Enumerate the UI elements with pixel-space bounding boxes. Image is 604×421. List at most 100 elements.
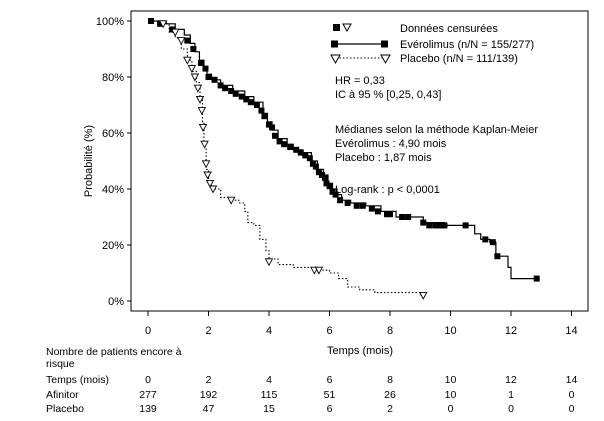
censor-mark-ev-rolimus <box>435 222 442 229</box>
censor-mark-placebo <box>198 123 208 132</box>
x-tick-label: 10 <box>444 325 456 337</box>
y-tick-label: 40% <box>102 184 124 196</box>
censor-mark-ev-rolimus <box>359 202 366 209</box>
legend-everolimus-marker-left <box>331 40 338 48</box>
y-tick-label: 0% <box>108 296 124 308</box>
censor-mark-ev-rolimus <box>383 211 390 218</box>
risk-value: 0 <box>447 403 454 415</box>
censor-mark-ev-rolimus <box>253 102 260 108</box>
annotations: HR = 0,33 IC à 95 % [0,25, 0,43] Médiane… <box>335 75 538 196</box>
censor-mark-ev-rolimus <box>315 169 322 176</box>
legend-everolimus-marker-right <box>381 40 388 48</box>
legend-censor-square <box>333 24 340 31</box>
censor-mark-placebo <box>183 56 192 65</box>
censor-mark-ev-rolimus <box>533 275 540 282</box>
risk-row-label-time: Temps (mois) <box>46 374 110 386</box>
censor-mark-ev-rolimus <box>306 155 313 162</box>
censor-mark-placebo <box>226 196 236 205</box>
legend-censor-label: Données censurées <box>400 23 498 35</box>
censor-mark-placebo <box>195 95 205 104</box>
risk-table-title: Nombre de patients encore à risque <box>46 346 182 370</box>
x-axis: 0 2 4 6 8 10 12 14 <box>145 311 578 337</box>
y-tick-label: 20% <box>102 240 124 252</box>
series-layer <box>148 18 540 300</box>
annotation-median-everolimus: Evérolimus : 4,90 mois <box>335 138 447 150</box>
risk-value: 139 <box>139 403 157 415</box>
x-tick-label: 14 <box>565 325 577 337</box>
censor-mark-ev-rolimus <box>309 160 316 167</box>
censor-mark-ev-rolimus <box>368 205 375 212</box>
censor-mark-ev-rolimus <box>211 76 218 83</box>
censor-mark-ev-rolimus <box>318 172 325 178</box>
censor-mark-ev-rolimus <box>329 188 336 195</box>
censor-mark-placebo <box>158 20 168 29</box>
censor-mark-placebo <box>314 266 324 275</box>
censor-mark-ev-rolimus <box>399 214 406 220</box>
censor-mark-ev-rolimus <box>266 121 272 128</box>
censor-mark-placebo <box>419 291 428 300</box>
censor-mark-ev-rolimus <box>405 214 412 220</box>
censor-mark-placebo <box>177 37 186 46</box>
risk-value: 15 <box>263 403 275 415</box>
censor-mark-ev-rolimus <box>344 200 351 206</box>
annotation-ci: IC à 95 % [0,25, 0,43] <box>335 89 441 101</box>
legend-placebo-marker-left <box>330 54 341 65</box>
censor-mark-ev-rolimus <box>374 208 381 215</box>
risk-value: 10 <box>444 374 457 386</box>
legend-placebo-label: Placebo (n/N = 111/139) <box>400 53 518 65</box>
x-tick-label: 4 <box>266 325 272 337</box>
x-tick-label: 6 <box>326 325 332 337</box>
series-line-placebo <box>148 20 421 296</box>
risk-value: 115 <box>260 389 278 401</box>
risk-value: 12 <box>505 374 517 386</box>
censor-mark-ev-rolimus <box>420 219 427 226</box>
risk-value: 6 <box>326 374 333 386</box>
censor-mark-ev-rolimus <box>190 46 197 52</box>
censor-mark-ev-rolimus <box>281 141 288 148</box>
risk-value: 0 <box>145 374 151 386</box>
risk-value: 26 <box>384 389 396 401</box>
censor-mark-ev-rolimus <box>326 183 333 190</box>
censor-mark-ev-rolimus <box>222 85 229 92</box>
risk-value: 1 <box>508 389 514 401</box>
censor-mark-ev-rolimus <box>293 146 300 153</box>
annotation-median-placebo: Placebo : 1,87 mois <box>335 152 432 164</box>
censor-mark-ev-rolimus <box>438 222 445 229</box>
censor-mark-ev-rolimus <box>302 152 309 159</box>
censor-mark-ev-rolimus <box>297 149 304 156</box>
risk-value: 0 <box>568 403 575 415</box>
censor-mark-ev-rolimus <box>482 236 489 243</box>
risk-value: 0 <box>568 389 575 401</box>
censor-mark-placebo <box>203 171 212 180</box>
censor-mark-ev-rolimus <box>228 88 235 94</box>
censor-mark-ev-rolimus <box>494 253 501 260</box>
x-tick-label: 8 <box>387 325 393 337</box>
risk-row-label-placebo: Placebo <box>46 403 84 415</box>
risk-value: 10 <box>444 389 457 401</box>
censor-mark-ev-rolimus <box>247 99 254 106</box>
censor-mark-placebo <box>197 107 207 116</box>
censor-mark-ev-rolimus <box>197 60 204 66</box>
y-axis: 0% 20% 40% 60% 80% 100% <box>96 16 131 308</box>
legend-placebo-marker-right <box>380 54 391 65</box>
censor-mark-ev-rolimus <box>312 163 319 170</box>
censor-mark-ev-rolimus <box>232 90 239 97</box>
censor-mark-ev-rolimus <box>272 132 279 139</box>
censor-mark-ev-rolimus <box>148 18 155 24</box>
censor-mark-ev-rolimus <box>441 222 448 229</box>
censor-mark-ev-rolimus <box>287 144 294 150</box>
y-tick-label: 100% <box>96 16 124 28</box>
censor-mark-ev-rolimus <box>202 65 209 72</box>
censor-mark-ev-rolimus <box>387 211 393 218</box>
annotation-medians-title: Médianes selon la méthode Kaplan-Meier <box>335 124 538 136</box>
censor-mark-ev-rolimus <box>432 222 439 229</box>
risk-value: 0 <box>508 403 514 415</box>
censor-mark-placebo <box>170 28 180 37</box>
risk-value: 51 <box>323 389 336 401</box>
censor-mark-placebo <box>208 185 218 194</box>
x-tick-label: 0 <box>145 325 151 337</box>
legend-everolimus-label: Evérolimus (n/N = 155/277) <box>400 39 534 51</box>
risk-value: 8 <box>387 374 393 386</box>
y-tick-label: 60% <box>102 128 124 140</box>
